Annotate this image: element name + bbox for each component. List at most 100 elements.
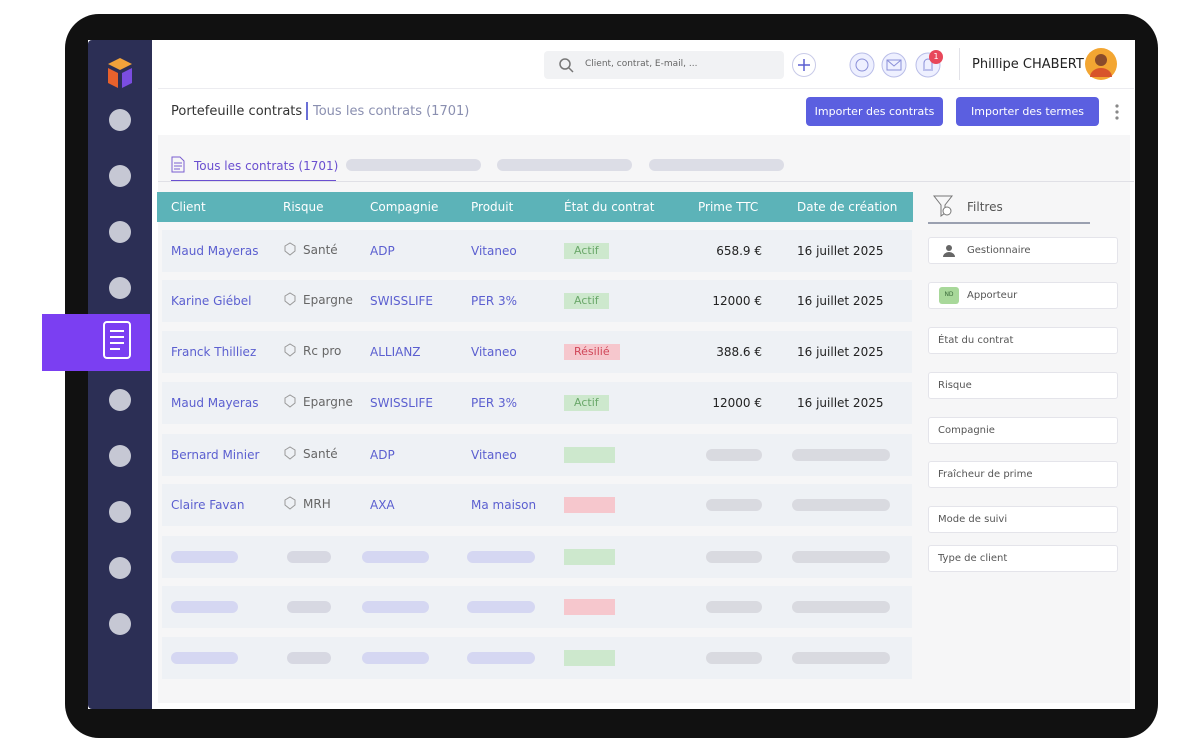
skeleton [467, 551, 535, 563]
nav-item[interactable] [109, 613, 131, 635]
more-menu[interactable] [1112, 103, 1122, 121]
table-row[interactable] [162, 434, 912, 476]
product: Vitaneo [471, 244, 517, 258]
breadcrumb-section[interactable]: Portefeuille contrats [171, 104, 303, 119]
table-row[interactable] [162, 331, 912, 373]
nav-item[interactable] [109, 277, 131, 299]
premium: 12000 € [712, 294, 762, 308]
risk: Santé [303, 243, 338, 257]
table-row[interactable] [162, 382, 912, 424]
tab-placeholder [497, 159, 632, 171]
client-name[interactable]: Karine Giébel [171, 294, 252, 308]
column-header[interactable]: Compagnie [370, 200, 439, 214]
skeleton [706, 551, 762, 563]
filter-label: Apporteur [967, 290, 1018, 301]
client-name[interactable]: Franck Thilliez [171, 345, 257, 359]
table-header [157, 192, 913, 222]
column-header[interactable]: Date de création [797, 200, 898, 214]
tabs-divider [158, 181, 1134, 182]
product: Vitaneo [471, 345, 517, 359]
skeleton [362, 652, 429, 664]
filter-label: Gestionnaire [967, 245, 1031, 256]
action-button[interactable]: Importer des termes [956, 97, 1099, 126]
skeleton [171, 551, 238, 563]
column-header[interactable]: Produit [471, 200, 514, 214]
risk: Epargne [303, 293, 353, 307]
chat-button[interactable] [848, 51, 876, 79]
product: Vitaneo [471, 448, 517, 462]
client-name[interactable]: Bernard Minier [171, 448, 260, 462]
nav-item-active[interactable] [42, 314, 150, 371]
filter-field[interactable] [928, 282, 1118, 309]
filter-field[interactable] [928, 506, 1118, 533]
filters-underline [928, 222, 1090, 224]
risk-icon [283, 292, 299, 308]
creation-date: 16 juillet 2025 [797, 244, 884, 258]
skeleton [792, 652, 890, 664]
avatar[interactable] [1084, 47, 1118, 81]
nav-item[interactable] [109, 389, 131, 411]
apporteur-badge: ND [939, 287, 959, 304]
search-box[interactable] [544, 51, 784, 79]
filter-label: État du contrat [938, 335, 1014, 346]
table-row[interactable] [162, 280, 912, 322]
company: ALLIANZ [370, 345, 421, 359]
table-row[interactable] [162, 484, 912, 526]
action-button[interactable]: Importer des contrats [806, 97, 943, 126]
tab[interactable]: Tous les contrats (1701) [194, 159, 339, 173]
filter-field[interactable] [928, 327, 1118, 354]
search-icon [558, 57, 574, 73]
skeleton [362, 601, 429, 613]
client-name[interactable]: Claire Favan [171, 498, 245, 512]
breadcrumb-sep [306, 102, 308, 120]
skeleton [467, 601, 535, 613]
sidebar [88, 40, 152, 709]
risk-icon [283, 242, 299, 258]
add-button[interactable] [791, 52, 817, 78]
product: PER 3% [471, 396, 518, 410]
product: PER 3% [471, 294, 518, 308]
filters-title: Filtres [967, 200, 1003, 214]
nav-item[interactable] [109, 501, 131, 523]
premium: 388.6 € [716, 345, 762, 359]
column-header[interactable]: État du contrat [564, 200, 655, 214]
skeleton [467, 652, 535, 664]
premium: 658.9 € [716, 244, 762, 258]
filter-field[interactable] [928, 237, 1118, 264]
status-badge: Résilié [564, 344, 620, 360]
filter-field[interactable] [928, 372, 1118, 399]
mail-button[interactable] [880, 51, 908, 79]
skeleton [706, 499, 762, 511]
filter-field[interactable] [928, 417, 1118, 444]
nav-item[interactable] [109, 557, 131, 579]
logo [104, 56, 136, 90]
filter-label: Risque [938, 380, 972, 391]
user-icon [942, 243, 956, 257]
company: SWISSLIFE [370, 396, 433, 410]
column-header[interactable]: Client [171, 200, 206, 214]
client-name[interactable]: Maud Mayeras [171, 244, 259, 258]
creation-date: 16 juillet 2025 [797, 345, 884, 359]
skeleton [287, 652, 331, 664]
nav-item[interactable] [109, 445, 131, 467]
status-badge: Actif [564, 395, 609, 411]
table-row[interactable] [162, 230, 912, 272]
tab-placeholder [649, 159, 784, 171]
status-placeholder [564, 599, 615, 615]
status-badge: Actif [564, 293, 609, 309]
column-header[interactable]: Prime TTC [698, 200, 759, 214]
skeleton [287, 601, 331, 613]
divider [959, 48, 960, 80]
client-name[interactable]: Maud Mayeras [171, 396, 259, 410]
risk: MRH [303, 497, 331, 511]
column-header[interactable]: Risque [283, 200, 324, 214]
skeleton [792, 449, 890, 461]
nav-item[interactable] [109, 221, 131, 243]
company: ADP [370, 448, 395, 462]
status-placeholder [564, 497, 615, 513]
filter-field[interactable] [928, 461, 1118, 488]
risk-icon [283, 446, 299, 462]
nav-item[interactable] [109, 165, 131, 187]
nav-item[interactable] [109, 109, 131, 131]
filter-field[interactable] [928, 545, 1118, 572]
